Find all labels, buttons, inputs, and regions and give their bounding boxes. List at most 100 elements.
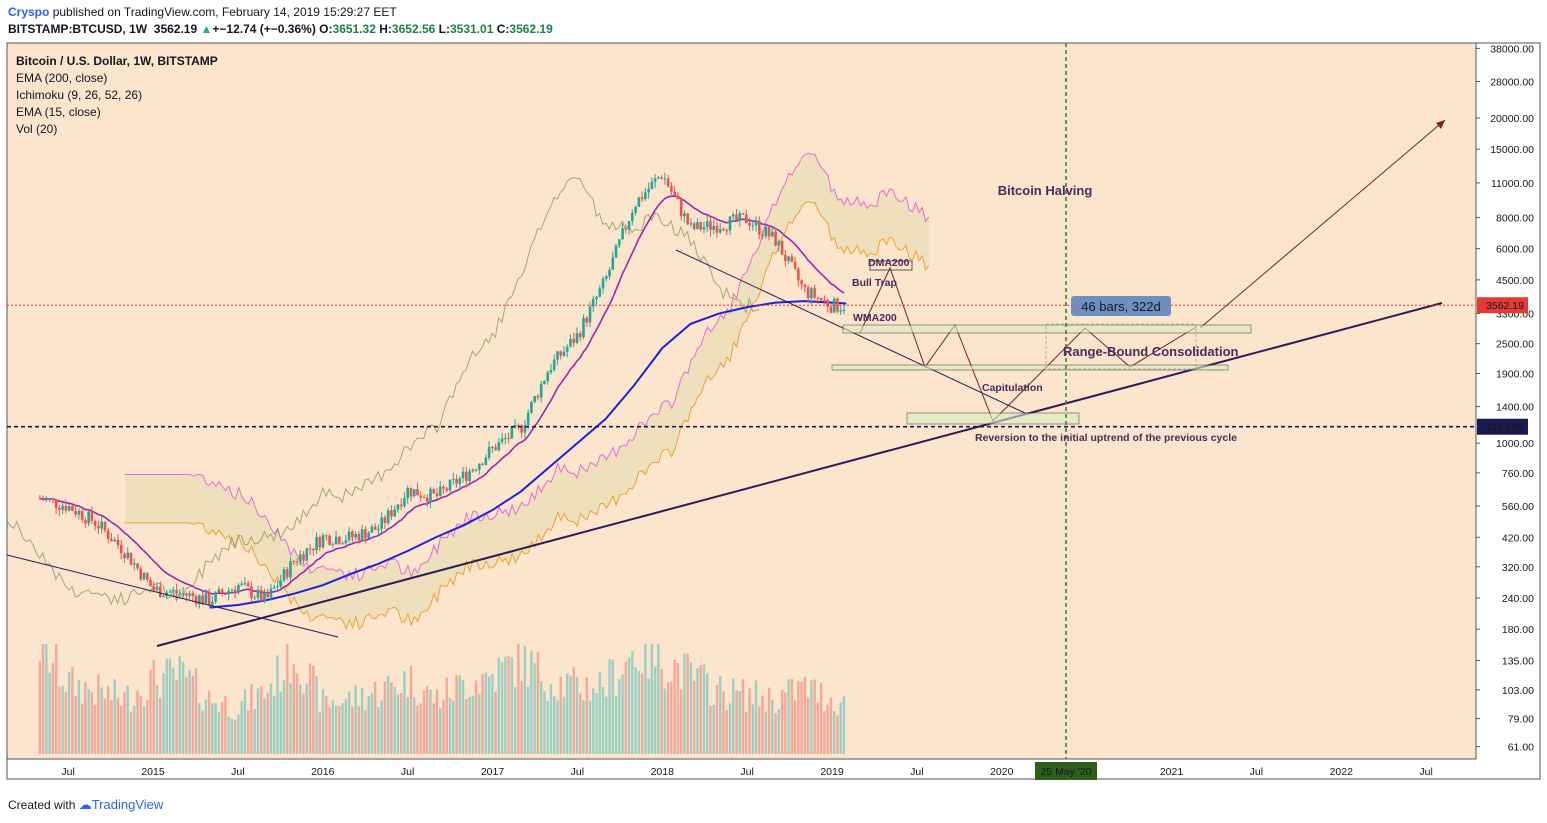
x-tick-label: 2017	[481, 766, 505, 778]
legend-ema15[interactable]: EMA (15, close)	[16, 105, 101, 119]
candle-body	[513, 425, 517, 428]
volume-bar	[383, 681, 387, 754]
volume-bar	[334, 705, 338, 754]
candle-body	[481, 463, 484, 465]
candle-body	[237, 584, 240, 593]
candle-body	[178, 593, 182, 595]
ichimoku-cloud	[124, 152, 930, 631]
candle-body	[644, 192, 647, 200]
candle-body	[569, 338, 572, 347]
volume-bar	[325, 696, 328, 754]
volume-bar	[800, 681, 803, 754]
candle-body	[162, 595, 165, 598]
candle-body	[132, 563, 136, 565]
capitulation-label: Capitulation	[982, 382, 1043, 394]
volume-bar	[614, 695, 618, 754]
candle-body	[448, 479, 452, 491]
candle-body	[292, 561, 296, 563]
x-tick-label: Jul	[1250, 766, 1263, 778]
up-arrow-icon: ▲	[200, 22, 213, 36]
volume-bar	[74, 696, 77, 754]
bars-measure-badge	[1071, 296, 1171, 316]
volume-bar	[243, 689, 247, 754]
candle-body	[458, 478, 462, 484]
candle-body	[445, 488, 449, 491]
volume-bar	[819, 682, 823, 754]
y-tick-label: 28000.00	[1490, 76, 1534, 88]
candle-body	[145, 572, 149, 580]
volume-bar	[810, 680, 813, 754]
candle-body	[45, 498, 48, 501]
author-name[interactable]: Cryspo	[8, 5, 50, 19]
candle-body	[409, 487, 413, 497]
volume-bar	[233, 719, 237, 754]
candle-body	[302, 554, 305, 561]
legend-title: Bitcoin / U.S. Dollar, 1W, BITSTAMP	[16, 54, 218, 68]
volume-bar	[116, 698, 120, 754]
volume-bar	[738, 691, 741, 754]
price-axis-background	[1476, 43, 1544, 759]
volume-bar	[191, 675, 195, 754]
x-tick-label: 2022	[1330, 766, 1354, 778]
volume-bar	[741, 678, 745, 754]
candle-body	[631, 213, 634, 222]
candle-body	[588, 306, 592, 323]
volume-bar	[520, 680, 523, 754]
volume-bar	[393, 686, 396, 754]
legend-volume[interactable]: Vol (20)	[16, 122, 58, 136]
candle-body	[100, 521, 103, 529]
halving-label: Bitcoin Halving	[998, 183, 1093, 198]
y-tick-label: 61.00	[1508, 742, 1534, 754]
downtrend-line-2014	[6, 554, 339, 638]
volume-bar	[123, 692, 126, 754]
volume-bar	[175, 680, 178, 754]
candle-body	[771, 231, 774, 237]
reversion-label: Reversion to the initial uptrend of the …	[975, 432, 1237, 444]
volume-bar	[403, 670, 406, 754]
volume-bar	[650, 644, 654, 754]
candle-body	[725, 230, 729, 232]
candle-body	[315, 537, 318, 551]
chart-canvas[interactable]: 38000.00 28000.00 20000.00 15000.00 11000.00…	[0, 40, 1547, 800]
volume-bar	[702, 664, 706, 754]
legend-ema200[interactable]: EMA (200, close)	[16, 71, 108, 85]
candle-body	[634, 206, 637, 214]
tradingview-brand[interactable]: TradingView	[91, 797, 164, 812]
tradingview-logo-icon[interactable]: ☁	[78, 797, 92, 812]
volume-bar	[338, 706, 341, 754]
halving-date-label: 25 May '20	[1040, 766, 1091, 778]
candle-body	[494, 446, 497, 451]
volume-bar	[308, 663, 312, 754]
volume-bar	[90, 692, 94, 754]
volume-bar	[106, 685, 110, 754]
candle-body	[767, 227, 771, 237]
volume-bar	[513, 687, 517, 754]
x-tick-label: 2021	[1160, 766, 1184, 778]
candle-body	[103, 521, 107, 531]
volume-bar	[640, 673, 644, 754]
low-label: L:	[438, 22, 450, 36]
candle-body	[621, 228, 624, 240]
volume-bar	[380, 700, 383, 754]
candle-body	[549, 369, 553, 373]
legend-ichimoku[interactable]: Ichimoku (9, 26, 52, 26)	[16, 88, 143, 102]
candle-body	[354, 533, 357, 538]
volume-bar	[413, 697, 416, 754]
volume-bar	[357, 706, 361, 754]
volume-bar	[653, 666, 657, 754]
candle-body	[168, 591, 172, 593]
candle-body	[647, 188, 650, 193]
candle-body	[318, 537, 322, 548]
volume-bar	[399, 692, 403, 754]
candle-body	[552, 359, 556, 370]
candle-body	[601, 278, 605, 289]
volume-bar	[582, 700, 585, 754]
volume-bar	[670, 681, 673, 754]
volume-bars	[38, 644, 846, 754]
volume-bar	[321, 689, 325, 754]
volume-bar	[292, 664, 295, 754]
candle-body	[429, 488, 432, 503]
x-tick-label: Jul	[401, 766, 414, 778]
volume-bar	[282, 679, 286, 754]
volume-bar	[133, 705, 136, 754]
